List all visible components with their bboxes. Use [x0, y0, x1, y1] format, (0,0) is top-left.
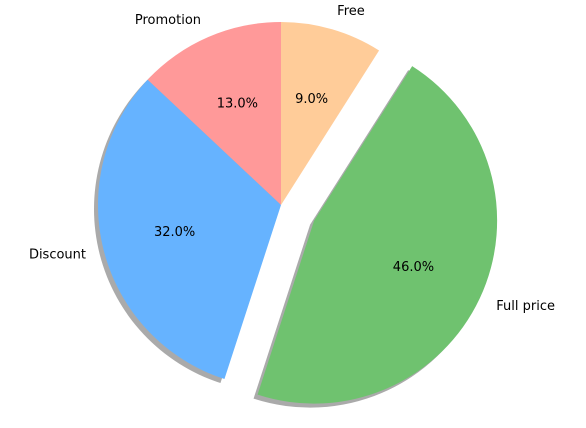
slice: [281, 21, 380, 205]
slice-label: Promotion: [135, 13, 201, 28]
slice-label: Free: [337, 4, 365, 19]
percent-label: 46.0%: [393, 260, 434, 275]
slice: [97, 79, 281, 380]
slice: [257, 66, 498, 404]
percent-label: 13.0%: [217, 97, 258, 112]
percent-label: 9.0%: [295, 92, 328, 107]
slice-label: Discount: [29, 248, 86, 263]
percent-label: 32.0%: [154, 225, 195, 240]
slice: [147, 22, 281, 205]
slice-label: Full price: [496, 299, 555, 314]
